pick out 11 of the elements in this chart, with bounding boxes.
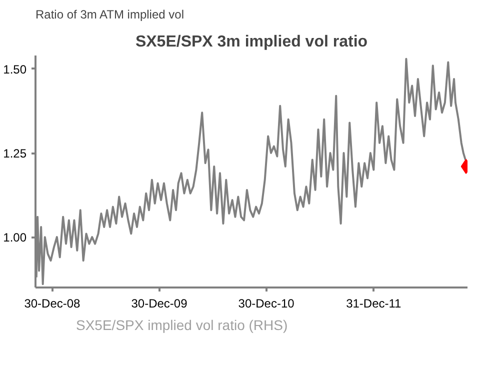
text: SX5E/SPX implied vol ratio (RHS): [76, 317, 288, 333]
y-tick-label: 1.50: [3, 62, 27, 76]
x-tick-label: 30-Dec-10: [238, 296, 295, 310]
line-series: [36, 58, 466, 286]
y-tick-label: 1.25: [3, 146, 27, 161]
y-axis-title: Ratio of 3m ATM implied vol: [36, 8, 184, 22]
x-tick-label: 30-Dec-08: [24, 296, 81, 310]
y-tick-label: 1.00: [3, 230, 27, 245]
chart-title: SX5E/SPX 3m implied vol ratio: [135, 34, 368, 50]
x-tick-label: 30-Dec-09: [131, 296, 188, 310]
x-tick-label: 31-Dec-11: [346, 296, 402, 310]
